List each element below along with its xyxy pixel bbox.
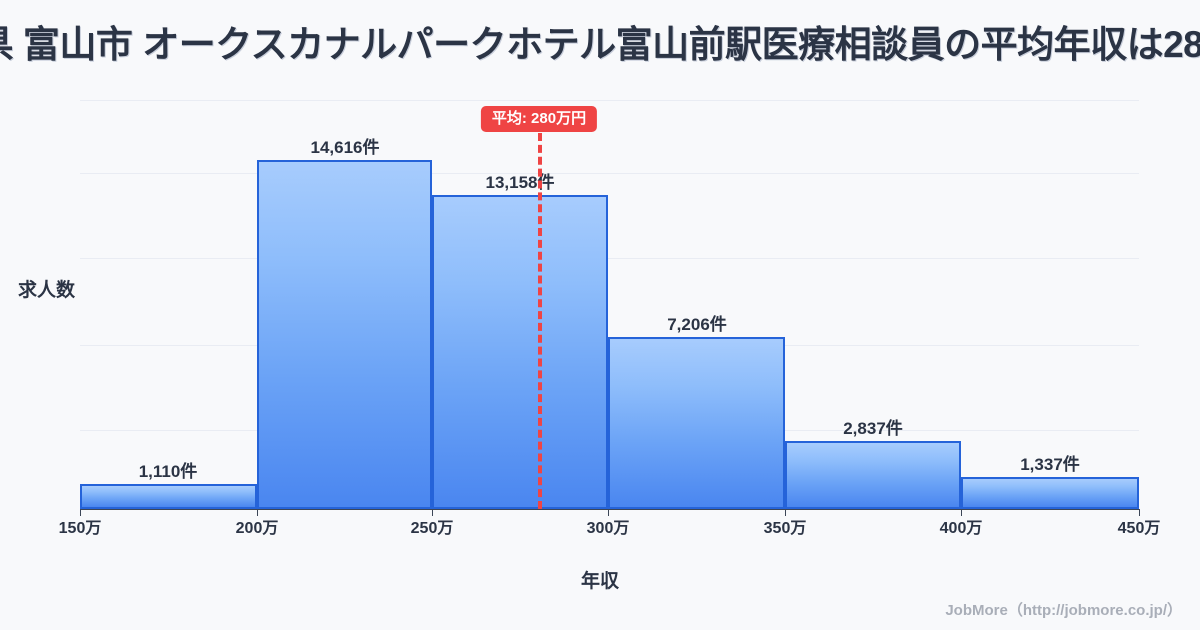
bar-300-350[interactable] bbox=[608, 337, 785, 509]
page-title: 県 富山市 オークスカナルパークホテル富山前駅医療相談員の平均年収は280 bbox=[0, 24, 1200, 65]
x-axis-title: 年収 bbox=[580, 571, 619, 592]
average-line bbox=[538, 133, 542, 509]
gridline bbox=[80, 173, 1139, 174]
x-axis-tick bbox=[257, 509, 258, 516]
gridline bbox=[80, 258, 1139, 259]
x-axis-tick bbox=[961, 509, 962, 516]
footer-credit: JobMore（http://jobmore.co.jp/） bbox=[945, 602, 1182, 619]
x-axis-tick bbox=[785, 509, 786, 516]
x-axis-tick-label: 300万 bbox=[586, 520, 630, 537]
bar-400-450[interactable] bbox=[961, 477, 1139, 509]
x-axis-line bbox=[80, 509, 1139, 510]
x-axis-tick-label: 450万 bbox=[1117, 520, 1161, 537]
bar-value-label: 14,616件 bbox=[310, 138, 380, 157]
x-axis-tick bbox=[1139, 509, 1140, 516]
x-axis-tick-label: 400万 bbox=[939, 520, 983, 537]
bar-value-label: 1,110件 bbox=[138, 462, 198, 481]
bar-value-label: 2,837件 bbox=[843, 419, 903, 438]
x-axis-tick bbox=[80, 509, 81, 516]
x-axis-tick-label: 200万 bbox=[235, 520, 279, 537]
bar-value-label: 1,337件 bbox=[1020, 455, 1080, 474]
x-axis-tick-label: 350万 bbox=[763, 520, 807, 537]
bar-value-label: 7,206件 bbox=[667, 315, 727, 334]
bar-350-400[interactable] bbox=[785, 441, 961, 509]
x-axis-tick bbox=[608, 509, 609, 516]
x-axis-tick-label: 150万 bbox=[58, 520, 102, 537]
plot-area: 1,110件 14,616件 13,158件 7,206件 2,837件 1,3… bbox=[80, 95, 1139, 509]
y-axis-title: 求人数 bbox=[18, 280, 76, 301]
x-axis-tick-label: 250万 bbox=[410, 520, 454, 537]
bar-value-label: 13,158件 bbox=[485, 173, 555, 192]
bar-200-250[interactable] bbox=[257, 160, 432, 509]
gridline bbox=[80, 100, 1139, 101]
average-badge: 平均: 280万円 bbox=[480, 106, 598, 132]
bar-150-200[interactable] bbox=[80, 484, 257, 509]
x-axis-tick bbox=[432, 509, 433, 516]
bar-250-300[interactable] bbox=[432, 195, 608, 509]
